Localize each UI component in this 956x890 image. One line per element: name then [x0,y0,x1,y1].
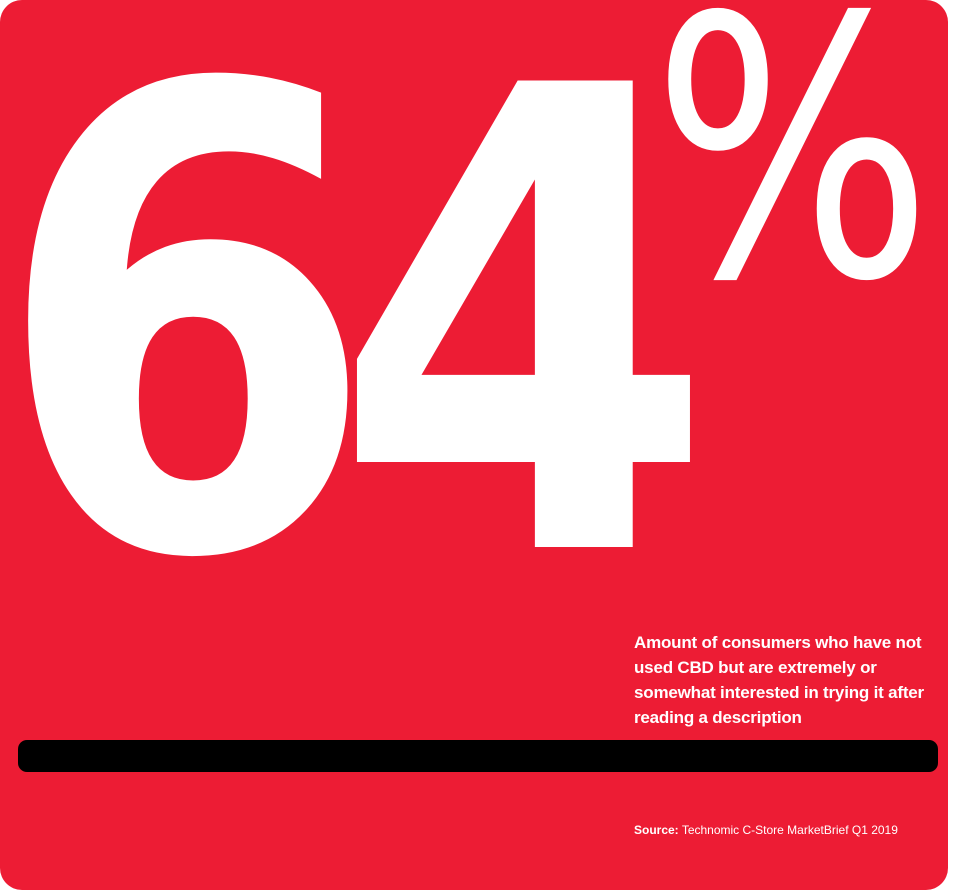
source-label: Source: [634,823,679,837]
source-text: Technomic C-Store MarketBrief Q1 2019 [681,823,898,837]
stat-description: Amount of consumers who have not used CB… [634,633,924,727]
percent-symbol: % [652,0,933,360]
source-citation: Source: Technomic C-Store MarketBrief Q1… [634,822,898,838]
stat-number: 64 [0,0,715,698]
divider-bar [18,740,938,772]
